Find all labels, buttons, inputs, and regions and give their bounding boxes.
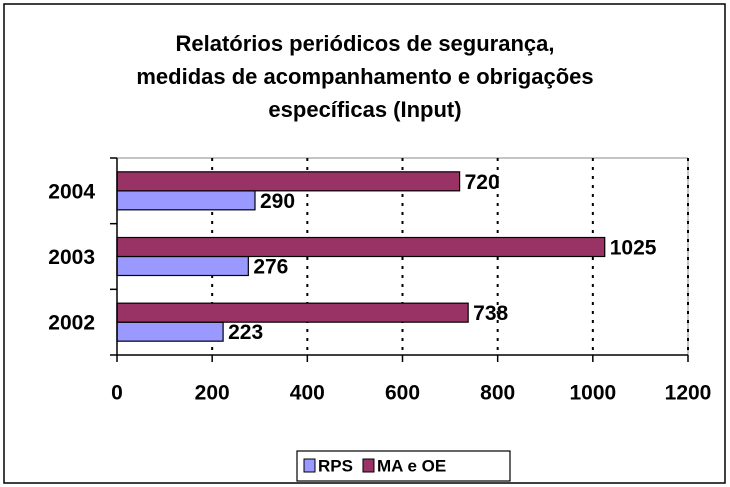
x-tick-label: 1200 [665, 382, 712, 405]
legend-swatch [362, 458, 375, 473]
bar [116, 190, 256, 211]
bar [116, 255, 249, 277]
x-tick-label: 200 [195, 382, 230, 405]
data-label: 720 [465, 171, 500, 194]
data-label: 290 [260, 190, 295, 213]
legend-swatch [303, 458, 316, 473]
x-tick-label: 800 [480, 382, 515, 405]
data-label: 276 [253, 256, 288, 279]
y-tick-label: 2004 [48, 180, 95, 203]
y-tick-label: 2003 [48, 246, 95, 269]
x-tick-label: 0 [111, 382, 123, 405]
chart-title: medidas de acompanhamento e obrigações [136, 64, 593, 89]
chart-title: específicas (Input) [268, 97, 461, 122]
x-tick-label: 600 [385, 382, 420, 405]
bar [116, 236, 606, 258]
legend-label: MA e OE [377, 456, 446, 475]
legend-label: RPS [318, 456, 353, 475]
chart-title: Relatórios periódicos de segurança, [175, 31, 554, 56]
bar [116, 321, 224, 342]
legend-box [296, 450, 511, 482]
bar [116, 302, 469, 323]
x-tick-label: 1000 [569, 382, 616, 405]
data-label: 738 [473, 302, 508, 325]
data-label: 1025 [610, 237, 657, 260]
data-label: 223 [228, 321, 263, 344]
bar [116, 171, 461, 192]
y-tick-label: 2002 [48, 312, 95, 335]
x-tick-label: 400 [290, 382, 325, 405]
